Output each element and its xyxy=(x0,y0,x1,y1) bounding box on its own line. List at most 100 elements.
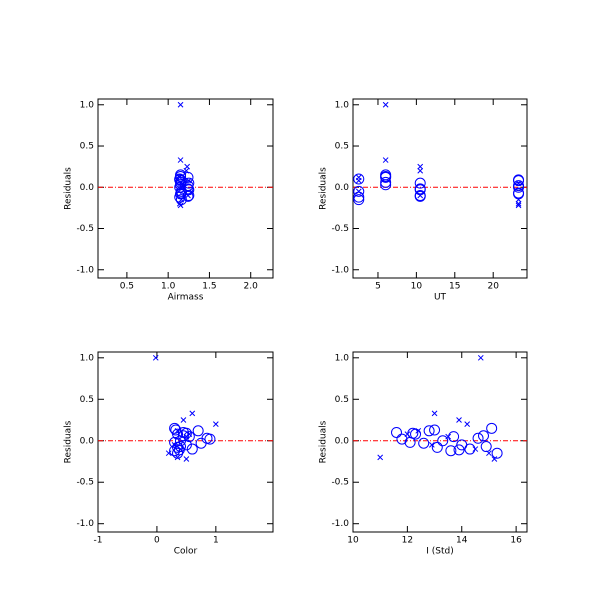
point-cross xyxy=(189,410,196,417)
y-axis-label: Residuals xyxy=(64,420,74,463)
y-tick-label: 0.0 xyxy=(335,436,350,446)
point-cross xyxy=(477,354,484,361)
x-tick-label: 20 xyxy=(487,282,499,292)
point-circle xyxy=(182,183,194,195)
point-cross xyxy=(417,163,424,170)
panel: -1 0 1 1.0 0.5 0.0 -0.5 -1.0 Color Residuals xyxy=(64,351,274,557)
point-cross xyxy=(180,417,187,423)
y-tick-label: 0.5 xyxy=(335,395,349,405)
y-tick-label: 1.0 xyxy=(80,353,95,363)
x-tick-label: 16 xyxy=(510,536,522,546)
panel: 0.5 1.0 1.5 2.0 1.0 0.5 0.0 -0.5 -1.0 Airmass Resi… xyxy=(64,98,274,303)
x-tick-label: 1.5 xyxy=(202,282,216,292)
x-tick-label: 2.0 xyxy=(244,282,259,292)
point-circle xyxy=(480,441,492,453)
point-circle xyxy=(423,425,435,437)
point-circle xyxy=(513,187,525,199)
point-circle xyxy=(414,184,426,196)
y-tick-label: -0.5 xyxy=(331,224,349,234)
point-circle xyxy=(414,177,426,189)
point-circle xyxy=(204,433,216,445)
y-tick-label: 0.0 xyxy=(80,183,95,193)
point-circle xyxy=(414,190,426,202)
y-tick-label: -0.5 xyxy=(331,478,349,488)
point-circle xyxy=(175,194,187,206)
x-tick-label: 0.5 xyxy=(120,282,134,292)
point-cross xyxy=(355,188,362,195)
point-circle xyxy=(170,424,182,436)
x-tick-label: 10 xyxy=(411,282,423,292)
point-cross xyxy=(355,177,362,184)
x-tick-label: 5 xyxy=(375,282,381,292)
point-circle xyxy=(418,437,430,449)
y-tick-label: -1.0 xyxy=(331,265,349,275)
point-circle xyxy=(380,171,392,183)
point-circle xyxy=(429,424,441,436)
plot-frame xyxy=(97,98,274,279)
x-tick-label: -1 xyxy=(94,536,103,546)
y-tick-label: 0.5 xyxy=(335,142,349,152)
point-circle xyxy=(478,430,489,442)
point-cross xyxy=(431,410,438,417)
point-circle xyxy=(353,185,365,197)
point-circle xyxy=(464,443,476,455)
point-cross xyxy=(177,101,184,108)
x-tick-label: 15 xyxy=(449,282,460,292)
point-circle xyxy=(169,445,181,457)
point-circle xyxy=(183,184,195,196)
point-cross xyxy=(382,101,389,108)
x-tick-label: 1.0 xyxy=(161,282,176,292)
point-circle xyxy=(173,444,185,456)
y-tick-label: 0.0 xyxy=(80,436,95,446)
point-circle xyxy=(486,422,498,434)
point-circle xyxy=(195,437,207,449)
point-circle xyxy=(175,171,187,183)
point-circle xyxy=(183,431,195,443)
plot-frame xyxy=(97,351,274,533)
panel: 10 12 14 16 1.0 0.5 0.0 -0.5 -1.0 I (Std) Residual… xyxy=(319,351,528,557)
point-cross xyxy=(464,421,471,428)
point-cross xyxy=(428,442,435,448)
x-tick-label: 0 xyxy=(154,536,160,546)
y-tick-label: -0.5 xyxy=(76,224,94,234)
point-circle xyxy=(491,447,503,459)
point-circle xyxy=(513,174,525,186)
point-circle xyxy=(453,444,465,456)
x-axis-label: UT xyxy=(434,293,447,303)
point-circle xyxy=(380,176,392,188)
y-axis-label: Residuals xyxy=(64,167,74,210)
point-circle xyxy=(431,441,443,453)
y-axis-label: Residuals xyxy=(319,420,329,463)
point-circle xyxy=(175,187,187,199)
panel: 5 10 15 20 1.0 0.5 0.0 -0.5 -1.0 UT Residuals xyxy=(319,98,528,303)
x-tick-label: 1 xyxy=(213,536,219,546)
point-circle xyxy=(177,430,189,442)
point-cross xyxy=(382,157,389,163)
point-circle xyxy=(391,426,402,438)
y-tick-label: -0.5 xyxy=(76,478,94,488)
point-circle xyxy=(169,422,181,434)
point-circle xyxy=(445,445,457,457)
point-cross xyxy=(491,456,498,462)
point-circle xyxy=(353,191,365,203)
point-circle xyxy=(380,179,392,191)
x-axis-label: Airmass xyxy=(168,293,204,303)
point-circle xyxy=(407,427,419,439)
y-axis-label: Residuals xyxy=(319,167,329,210)
x-tick-label: 12 xyxy=(402,536,413,546)
x-tick-label: 10 xyxy=(347,536,359,546)
point-circle xyxy=(353,173,365,185)
point-circle xyxy=(437,435,449,447)
x-axis-label: I (Std) xyxy=(426,547,454,557)
point-cross xyxy=(165,450,172,457)
point-circle xyxy=(182,190,194,202)
point-circle xyxy=(180,427,192,439)
point-cross xyxy=(212,421,219,428)
point-cross xyxy=(177,157,184,163)
point-cross xyxy=(377,454,384,461)
y-tick-label: 1.0 xyxy=(80,100,95,110)
plot-frame xyxy=(352,98,528,279)
y-tick-label: 1.0 xyxy=(335,353,350,363)
y-tick-label: 0.5 xyxy=(80,395,94,405)
